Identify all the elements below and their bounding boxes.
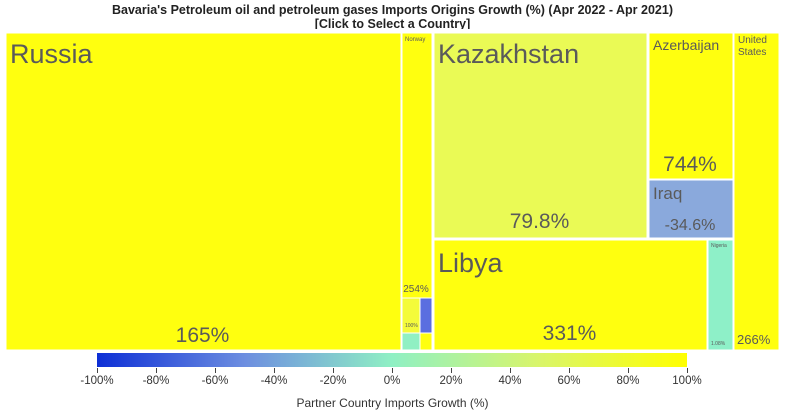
colorbar	[97, 353, 687, 367]
tile-rect-iraq[interactable]	[648, 179, 734, 239]
colorbar-title: Partner Country Imports Growth (%)	[296, 396, 489, 410]
tile-rect-russia[interactable]	[5, 32, 402, 351]
tile-rect-libya[interactable]	[433, 239, 708, 351]
tile-country-label: Kazakhstan	[438, 39, 579, 69]
tile-rect-unlabeled-3[interactable]	[401, 332, 421, 351]
tile-growth-label: 1.08%	[711, 341, 726, 347]
colorbar-tick-label: -60%	[201, 375, 229, 387]
tile-rect-azerbaijan[interactable]	[648, 32, 734, 180]
colorbar-tick	[392, 368, 393, 373]
tile-azerbaijan[interactable]: Azerbaijan 744%	[648, 32, 734, 180]
tile-unlabeled-2[interactable]: 100%	[401, 297, 421, 334]
tile-unlabeled-4[interactable]	[419, 297, 433, 334]
tile-united-states[interactable]: United States 266%	[733, 32, 780, 351]
tile-unlabeled-5[interactable]	[419, 332, 433, 351]
tile-unlabeled-3[interactable]	[401, 332, 421, 351]
colorbar-tick-label: 80%	[616, 375, 640, 387]
colorbar-tick	[156, 368, 157, 373]
tile-country-label: Russia	[10, 39, 94, 69]
tile-country-label: Libya	[438, 248, 504, 278]
colorbar-tick	[274, 368, 275, 373]
colorbar-tick-label: 0%	[383, 375, 401, 387]
colorbar-tick-label: 20%	[439, 375, 463, 387]
colorbar-tick-label: 60%	[557, 375, 581, 387]
tile-rect-nigeria[interactable]	[707, 239, 734, 351]
tile-growth-label: 254%	[403, 284, 429, 295]
tile-rect-unlabeled-5[interactable]	[419, 332, 433, 351]
colorbar-tick-label: -40%	[260, 375, 288, 387]
tile-rect-norway[interactable]	[401, 32, 433, 299]
colorbar-tick	[687, 368, 688, 373]
colorbar-tick-label: -20%	[319, 375, 347, 387]
colorbar-tick	[97, 368, 98, 373]
tile-growth-label: -34.6%	[665, 217, 716, 234]
colorbar-tick	[215, 368, 216, 373]
tile-nigeria[interactable]: Nigeria 1.08%	[707, 239, 734, 351]
treemap[interactable]: Russia 165% Norway 254% 100% Kazakhstan 79.8% A…	[0, 0, 785, 352]
tile-country-label: United States	[738, 35, 767, 58]
tile-rect-unlabeled-4[interactable]	[419, 297, 433, 334]
colorbar-tick	[333, 368, 334, 373]
tile-growth-label: 266%	[737, 332, 771, 347]
colorbar-tick-label: 100%	[672, 375, 702, 387]
tile-rect-kazakhstan[interactable]	[433, 32, 648, 239]
tile-growth-label: 165%	[176, 324, 230, 347]
tile-country-label: Norway	[405, 37, 425, 43]
tile-russia[interactable]: Russia 165%	[5, 32, 402, 351]
tile-growth-label: 100%	[405, 323, 418, 329]
tile-kazakhstan[interactable]: Kazakhstan 79.8%	[433, 32, 648, 239]
tile-rect-united-states[interactable]	[733, 32, 780, 351]
tile-country-label: Nigeria	[711, 243, 727, 249]
colorbar-tick	[628, 368, 629, 373]
chart-subtitle-select-country[interactable]: [Click to Select a Country]	[314, 17, 471, 29]
tile-country-label: Iraq	[653, 184, 682, 203]
tile-growth-label: 79.8%	[510, 210, 570, 233]
tile-country-label: Azerbaijan	[653, 37, 719, 53]
colorbar-tick	[569, 368, 570, 373]
colorbar-tick-label: -100%	[80, 375, 114, 387]
chart-title: Bavaria's Petroleum oil and petroleum ga…	[112, 3, 673, 17]
tile-norway[interactable]: Norway 254%	[401, 32, 433, 299]
tile-growth-label: 744%	[663, 153, 717, 176]
colorbar-tick-label: 40%	[498, 375, 522, 387]
colorbar-tick	[510, 368, 511, 373]
colorbar-tick-label: -80%	[142, 375, 170, 387]
colorbar-tick	[451, 368, 452, 373]
tile-iraq[interactable]: Iraq -34.6%	[648, 179, 734, 239]
tile-libya[interactable]: Libya 331%	[433, 239, 708, 351]
tile-growth-label: 331%	[543, 322, 597, 345]
